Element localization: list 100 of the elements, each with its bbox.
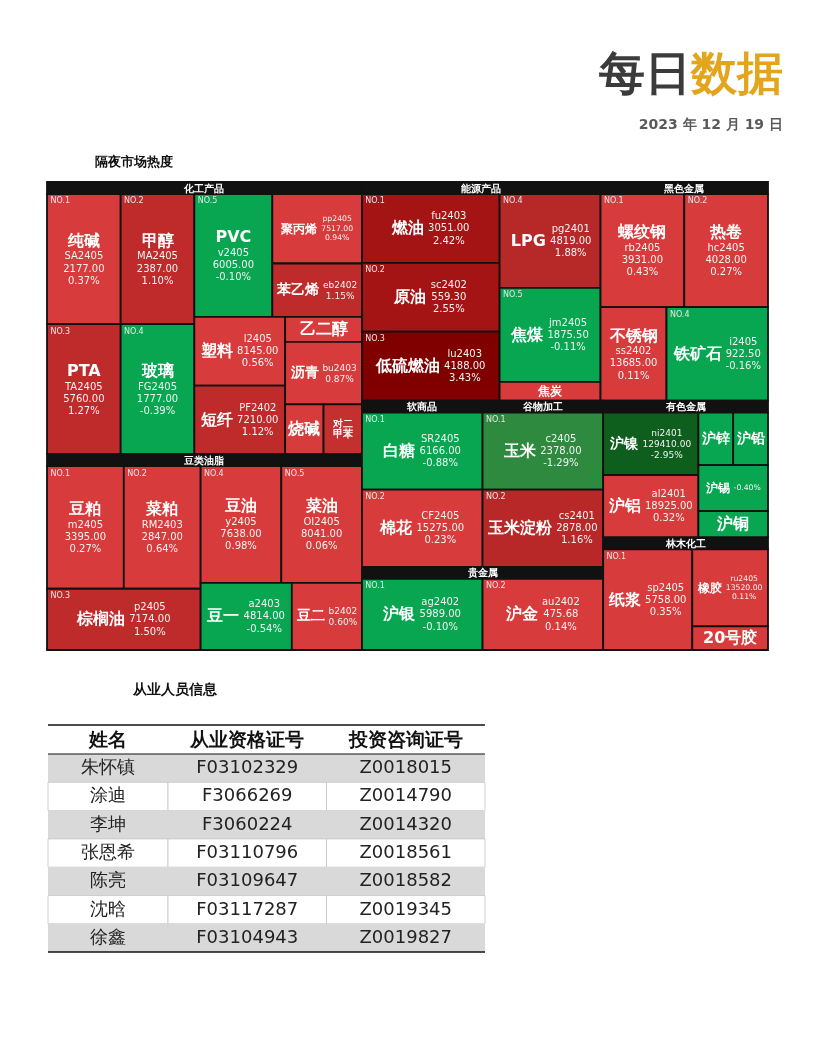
text: SA2405 bbox=[64, 250, 104, 262]
category-label: 李坤 bbox=[90, 812, 126, 834]
text: NO.2 bbox=[687, 196, 708, 206]
text: 15275.00 bbox=[416, 522, 465, 534]
text: 有色金属 bbox=[664, 401, 706, 413]
category-label: 橡胶 bbox=[696, 580, 722, 595]
category-label: 棕榈油 bbox=[76, 609, 126, 629]
text: NO.4 bbox=[204, 468, 224, 478]
category-label: PTA bbox=[66, 360, 102, 380]
category-label: 沪铅 bbox=[735, 429, 765, 446]
data-label: 1.12% bbox=[241, 426, 274, 438]
text: fu2403 bbox=[431, 210, 467, 222]
data-label: 2.42% bbox=[432, 234, 465, 246]
data-label: 1.27% bbox=[67, 404, 100, 416]
text: F03104943 bbox=[196, 925, 299, 947]
text: 贵金属 bbox=[466, 567, 498, 579]
category-label: 棉花 bbox=[379, 518, 414, 538]
text: F03117287 bbox=[196, 897, 299, 919]
category-label: 聚丙烯 bbox=[280, 221, 318, 236]
text: NO.5 bbox=[503, 290, 523, 300]
text: PF2402 bbox=[239, 401, 277, 413]
text: 7174.00 bbox=[129, 613, 171, 625]
category-label: 原油 bbox=[392, 287, 426, 307]
text: al2401 bbox=[651, 488, 686, 500]
text: F03109647 bbox=[196, 869, 299, 891]
text: 从业人员信息 bbox=[132, 681, 218, 697]
category-label: 短纤 bbox=[199, 409, 233, 429]
text: F3060224 bbox=[201, 812, 293, 834]
text: NO.1 bbox=[606, 551, 627, 561]
text: 475.68 bbox=[543, 608, 579, 620]
text: NO.4 bbox=[124, 326, 144, 336]
text: NO.3 bbox=[50, 591, 70, 601]
text: NO.2 bbox=[485, 581, 506, 591]
text: 7638.00 bbox=[220, 528, 262, 540]
category-label: 白糖 bbox=[383, 441, 416, 461]
text: bu2403 bbox=[322, 362, 357, 373]
text: 129410.00 bbox=[642, 438, 692, 449]
text: 每日数据 bbox=[598, 46, 783, 100]
text: NO.1 bbox=[365, 414, 385, 424]
text: a2403 bbox=[248, 598, 281, 610]
text: Z0018015 bbox=[359, 756, 452, 778]
category-label: 玉米 bbox=[503, 441, 538, 461]
text: 姓名 bbox=[88, 727, 127, 750]
category-label: 螺纹钢 bbox=[617, 222, 667, 242]
category-label: 乙二醇 bbox=[299, 319, 348, 339]
text: NO.2 bbox=[485, 492, 506, 502]
text: NO.1 bbox=[603, 196, 624, 206]
text: 2177.00 bbox=[63, 262, 105, 274]
category-label: 沪锡 bbox=[704, 481, 730, 496]
text: NO.3 bbox=[365, 334, 385, 344]
category-label: 豆油 bbox=[223, 496, 257, 516]
text: 1777.00 bbox=[136, 392, 179, 404]
data-label: 0.27% bbox=[710, 266, 743, 278]
category-label: 对二甲苯 bbox=[331, 418, 354, 440]
category-label: 菜油 bbox=[304, 496, 338, 516]
text: F03102329 bbox=[196, 756, 299, 778]
text: FG2405 bbox=[138, 380, 177, 392]
category-label: 不锈钢 bbox=[608, 325, 658, 345]
data-label: -0.54% bbox=[246, 622, 282, 634]
text: MA2405 bbox=[137, 250, 178, 262]
data-label: 0.60% bbox=[328, 616, 358, 627]
text: NO.2 bbox=[127, 468, 147, 478]
text: NO.5 bbox=[284, 468, 305, 478]
category-label: 纯碱 bbox=[66, 230, 100, 250]
text: m2405 bbox=[67, 518, 104, 530]
text: c2405 bbox=[545, 432, 577, 444]
category-label: 朱怀镇 bbox=[81, 756, 135, 778]
text: b2402 bbox=[328, 605, 358, 616]
text: 559.30 bbox=[431, 291, 467, 303]
data-label: -1.29% bbox=[543, 457, 579, 469]
category-label: 菜粕 bbox=[145, 499, 179, 519]
text: SR2405 bbox=[420, 432, 460, 444]
text: F03110796 bbox=[196, 841, 299, 863]
text: 4028.00 bbox=[705, 254, 747, 266]
text: eb2402 bbox=[323, 279, 358, 290]
text: jm2405 bbox=[549, 316, 588, 328]
data-label: 0.27% bbox=[69, 543, 102, 555]
text: lu2403 bbox=[447, 347, 483, 359]
data-label: -0.11% bbox=[550, 341, 586, 353]
category-label: 豆二 bbox=[295, 607, 325, 624]
text: sp2405 bbox=[647, 581, 685, 593]
text: 5989.00 bbox=[419, 608, 461, 620]
text: 2878.00 bbox=[556, 522, 598, 534]
data-label: -0.10% bbox=[422, 620, 458, 632]
data-label: -0.16% bbox=[725, 360, 761, 372]
category-label: 燃油 bbox=[390, 218, 424, 238]
category-label: 豆一 bbox=[206, 606, 240, 626]
text: 3395.00 bbox=[64, 531, 107, 543]
text: NO.1 bbox=[365, 581, 385, 591]
category-label: 沪银 bbox=[382, 604, 417, 624]
category-label: LPG bbox=[510, 230, 546, 250]
text: v2405 bbox=[217, 246, 250, 258]
text: NO.1 bbox=[50, 196, 70, 206]
text: ni2401 bbox=[651, 427, 683, 438]
text: y2405 bbox=[225, 515, 257, 527]
data-label: 0.98% bbox=[225, 540, 257, 552]
text: 软商品 bbox=[406, 401, 438, 413]
text: NO.1 bbox=[485, 414, 506, 424]
text: l2405 bbox=[243, 333, 272, 345]
text: Z0019345 bbox=[359, 897, 452, 919]
